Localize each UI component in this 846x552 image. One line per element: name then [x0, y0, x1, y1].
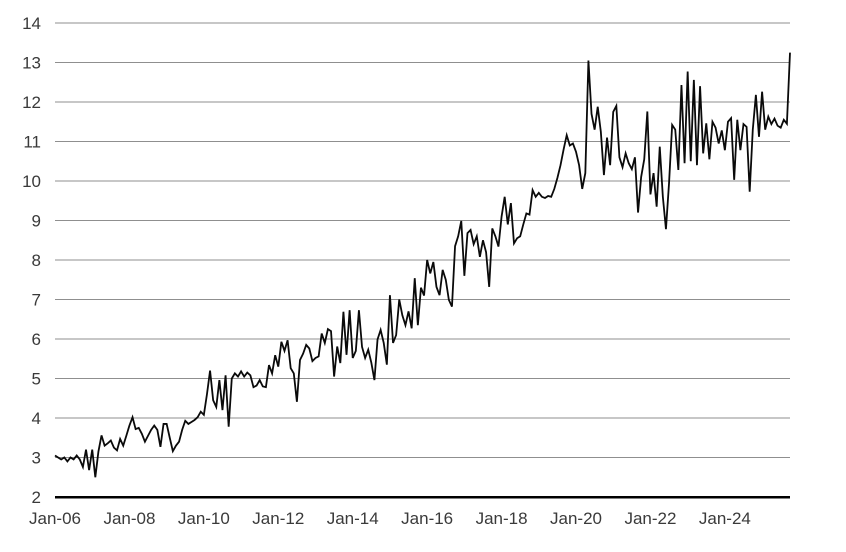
y-tick-label: 5 — [32, 370, 41, 389]
x-tick-label: Jan-14 — [327, 509, 379, 528]
data-series-line — [54, 52, 791, 478]
y-tick-label: 14 — [22, 14, 41, 33]
y-tick-label: 8 — [32, 251, 41, 270]
y-tick-label: 3 — [32, 449, 41, 468]
y-tick-label: 6 — [32, 330, 41, 349]
x-tick-label: Jan-16 — [401, 509, 453, 528]
y-tick-label: 10 — [22, 172, 41, 191]
x-tick-label: Jan-22 — [624, 509, 676, 528]
gridlines — [55, 22, 790, 499]
x-tick-label: Jan-08 — [103, 509, 155, 528]
y-tick-label: 13 — [22, 54, 41, 73]
x-axis-labels: Jan-06 Jan-08 Jan-10 Jan-12 Jan-14 Jan-16 Jan-… — [29, 509, 751, 528]
x-tick-label: Jan-06 — [29, 509, 81, 528]
y-tick-label: 9 — [32, 212, 41, 231]
x-tick-label: Jan-12 — [252, 509, 304, 528]
y-tick-label: 12 — [22, 93, 41, 112]
y-tick-label: 11 — [23, 133, 41, 152]
y-tick-label: 7 — [32, 291, 41, 310]
y-axis-labels: 2 3 4 5 6 7 8 9 10 11 12 13 14 — [22, 14, 41, 507]
y-tick-label: 4 — [32, 409, 41, 428]
x-tick-label: Jan-20 — [550, 509, 602, 528]
x-tick-label: Jan-10 — [178, 509, 230, 528]
y-tick-label: 2 — [32, 488, 41, 507]
x-tick-label: Jan-18 — [476, 509, 528, 528]
x-tick-label: Jan-24 — [699, 509, 751, 528]
